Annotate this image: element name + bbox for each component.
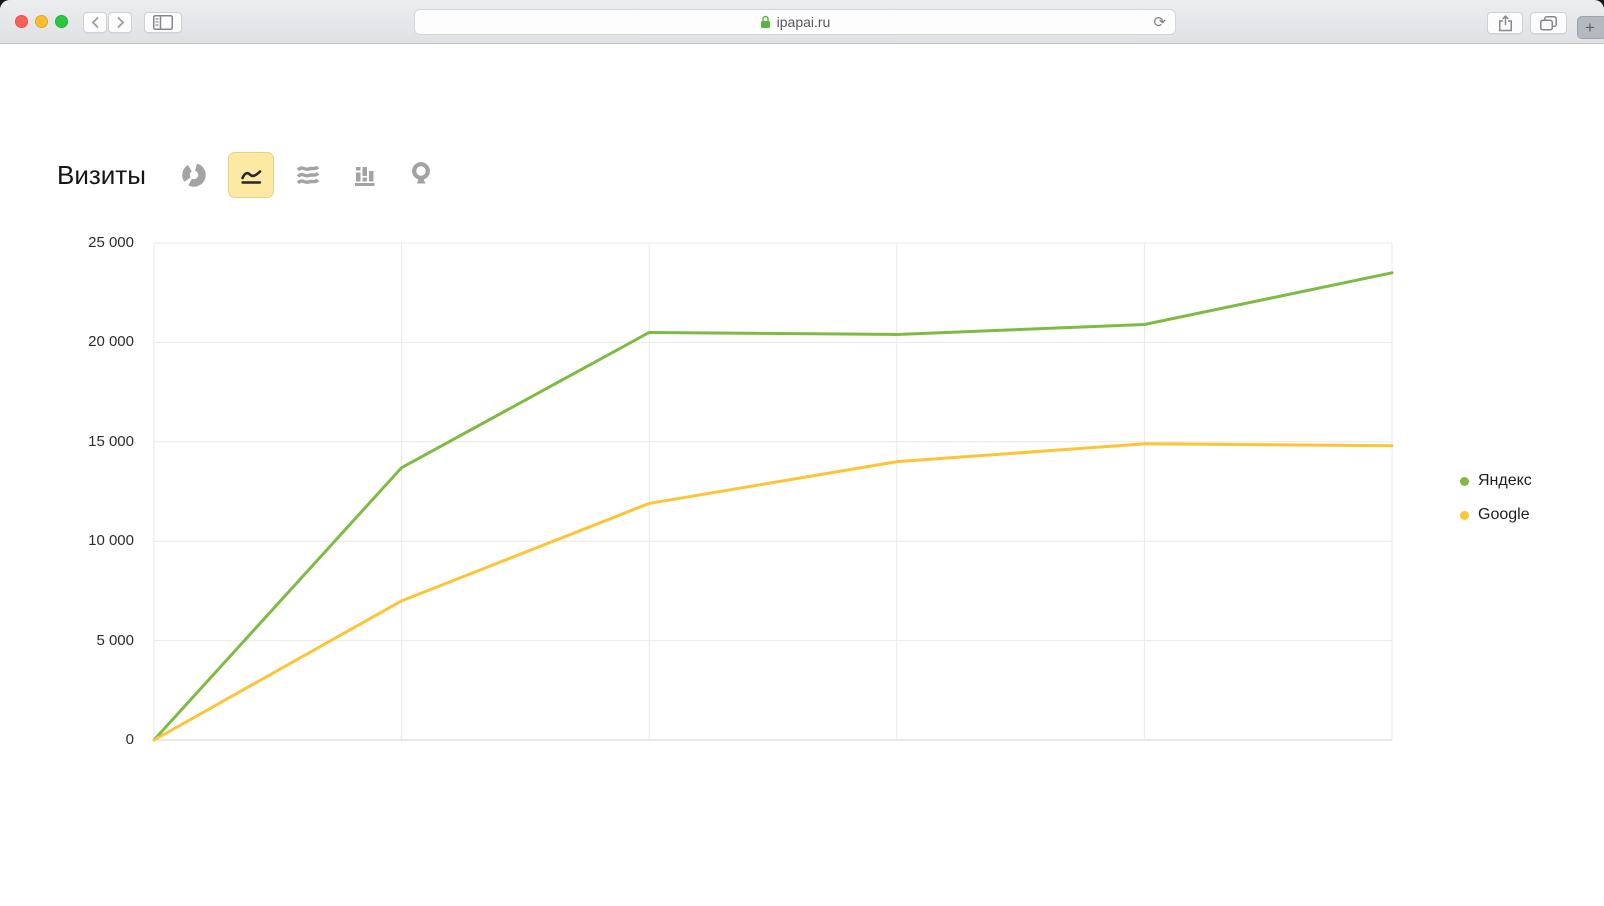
y-axis-tick-label: 20 000 — [88, 333, 134, 351]
page-title: Визиты — [57, 160, 146, 190]
legend-item-yandex[interactable]: Яндекс — [1460, 472, 1532, 490]
share-icon — [1498, 14, 1512, 31]
url-text: ipapai.ru — [776, 14, 831, 30]
zoom-window-button[interactable] — [55, 15, 68, 28]
sidebar-toggle-icon — [153, 15, 173, 30]
chart-type-button-pie[interactable] — [171, 152, 217, 198]
address-bar[interactable]: ipapai.ru ⟳ — [414, 9, 1176, 35]
stacked-area-chart-icon — [296, 165, 320, 185]
web-page-content: Визиты — [0, 44, 1604, 906]
legend-label-google: Google — [1478, 506, 1530, 523]
y-axis-tick-label: 10 000 — [88, 532, 134, 550]
legend-label-yandex: Яндекс — [1478, 472, 1532, 489]
bar-chart-icon — [355, 167, 375, 186]
line-chart-icon — [241, 170, 262, 184]
forward-button[interactable] — [108, 12, 132, 33]
sidebar-toggle-button[interactable] — [144, 12, 182, 33]
y-axis-tick-label: 15 000 — [88, 432, 134, 450]
pie-chart-icon — [182, 163, 206, 187]
legend-item-google[interactable]: Google — [1460, 506, 1532, 524]
new-tab-button[interactable]: + — [1577, 16, 1604, 39]
chevron-right-icon — [116, 16, 124, 29]
chart-legend: Яндекс Google — [1460, 472, 1532, 540]
share-button[interactable] — [1487, 12, 1523, 34]
secure-padlock-icon — [760, 15, 770, 28]
legend-dot-google-icon — [1460, 510, 1469, 520]
chart-type-button-line[interactable] — [228, 152, 274, 198]
close-window-button[interactable] — [15, 15, 28, 28]
chevron-left-icon — [91, 16, 99, 29]
back-button[interactable] — [83, 12, 107, 33]
chart-type-button-bars[interactable] — [342, 152, 388, 198]
chart-type-button-stacked[interactable] — [285, 152, 331, 198]
window-controls — [15, 15, 68, 28]
y-axis-tick-label: 25 000 — [88, 234, 134, 251]
legend-dot-yandex-icon — [1460, 476, 1469, 486]
chart-type-toolbar — [171, 152, 445, 198]
visits-line-chart[interactable] — [0, 44, 1604, 864]
reload-button[interactable]: ⟳ — [1153, 14, 1166, 31]
map-pin-icon — [412, 162, 430, 184]
tab-overview-button[interactable] — [1530, 12, 1567, 34]
tab-overview-icon — [1540, 15, 1557, 30]
y-axis-tick-label: 0 — [125, 731, 134, 748]
chart-type-button-map[interactable] — [399, 152, 445, 198]
browser-toolbar: ipapai.ru ⟳ + — [0, 0, 1604, 44]
y-axis-tick-label: 5 000 — [96, 631, 134, 649]
minimize-window-button[interactable] — [35, 15, 48, 28]
